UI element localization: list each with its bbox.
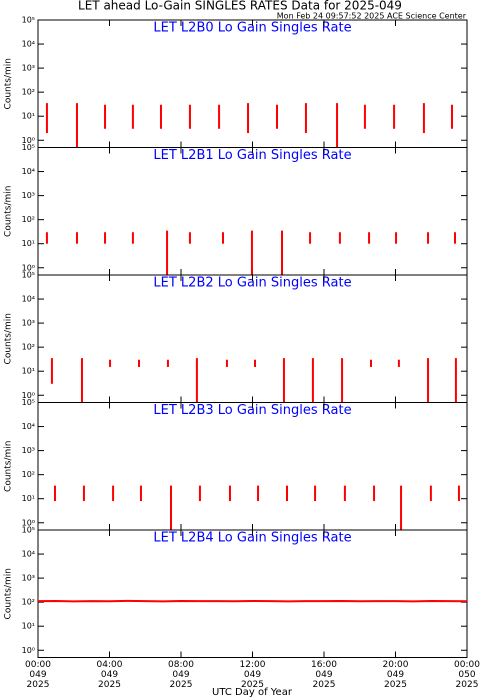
y-tick-label: 10⁰ xyxy=(22,518,35,527)
page-title: LET ahead Lo-Gain SINGLES RATES Data for… xyxy=(78,0,402,13)
y-tick-label: 10² xyxy=(22,215,35,224)
y-tick-label: 10⁴ xyxy=(22,40,35,49)
y-tick-label: 10⁵ xyxy=(22,271,35,280)
panel-title: LET L2B2 Lo Gain Singles Rate xyxy=(153,276,351,291)
y-tick-label: 10³ xyxy=(22,446,35,455)
x-tick-label: 00:00 xyxy=(454,660,480,670)
x-tick-label: 08:00 xyxy=(168,660,194,670)
y-tick-label: 10¹ xyxy=(22,622,35,631)
y-tick-label: 10¹ xyxy=(22,112,35,121)
y-tick-label: 10⁰ xyxy=(22,391,35,400)
y-tick-label: 10¹ xyxy=(22,239,35,248)
y-tick-label: 10⁵ xyxy=(22,16,35,25)
y-tick-label: 10³ xyxy=(22,319,35,328)
y-axis-label: Counts/min xyxy=(4,313,14,364)
x-tick-year: 2025 xyxy=(313,680,336,690)
page-subtitle: Mon Feb 24 09:57:52 2025 ACE Science Cen… xyxy=(277,12,467,21)
y-tick-label: 10³ xyxy=(22,574,35,583)
x-tick-label: 04:00 xyxy=(97,660,123,670)
x-tick-label: 16:00 xyxy=(311,660,337,670)
y-tick-label: 10² xyxy=(22,88,35,97)
x-tick-year: 2025 xyxy=(241,680,264,690)
y-tick-label: 10⁰ xyxy=(22,646,35,655)
x-tick-year: 2025 xyxy=(170,680,193,690)
x-tick-day: 049 xyxy=(244,670,261,680)
y-tick-label: 10¹ xyxy=(22,367,35,376)
y-tick-label: 10³ xyxy=(22,64,35,73)
x-tick-day: 049 xyxy=(101,670,118,680)
panel-title: LET L2B1 Lo Gain Singles Rate xyxy=(153,148,351,163)
x-tick-year: 2025 xyxy=(27,680,50,690)
plot-frame xyxy=(37,529,468,658)
plot-frame xyxy=(37,19,468,148)
y-tick-label: 10⁴ xyxy=(22,422,35,431)
y-tick-label: 10⁴ xyxy=(22,550,35,559)
y-axis-label: Counts/min xyxy=(4,568,14,619)
y-tick-label: 10⁰ xyxy=(22,263,35,272)
y-tick-label: 10⁵ xyxy=(22,143,35,152)
x-tick-day: 049 xyxy=(29,670,46,680)
y-tick-label: 10³ xyxy=(22,191,35,200)
y-axis-label: Counts/min xyxy=(4,186,14,237)
y-tick-label: 10⁴ xyxy=(22,167,35,176)
x-tick-label: 12:00 xyxy=(240,660,266,670)
x-tick-year: 2025 xyxy=(384,680,407,690)
y-tick-label: 10² xyxy=(22,343,35,352)
y-tick-label: 10² xyxy=(22,598,35,607)
x-tick-day: 049 xyxy=(387,670,404,680)
plot-frame xyxy=(37,402,468,531)
y-axis-label: Counts/min xyxy=(4,58,14,109)
x-tick-day: 049 xyxy=(315,670,332,680)
panel-title: LET L2B0 Lo Gain Singles Rate xyxy=(153,21,351,36)
y-tick-label: 10² xyxy=(22,470,35,479)
y-tick-label: 10⁴ xyxy=(22,295,35,304)
y-tick-label: 10⁰ xyxy=(22,136,35,145)
panel-title: LET L2B3 Lo Gain Singles Rate xyxy=(153,403,351,418)
y-tick-label: 10⁵ xyxy=(22,526,35,535)
x-tick-day: 049 xyxy=(172,670,189,680)
plot-frame xyxy=(37,274,468,403)
x-axis-label: UTC Day of Year xyxy=(212,687,293,698)
x-tick-year: 2025 xyxy=(456,680,479,690)
y-tick-label: 10⁵ xyxy=(22,398,35,407)
x-tick-day: 050 xyxy=(458,670,475,680)
y-axis-label: Counts/min xyxy=(4,441,14,492)
x-tick-label: 00:00 xyxy=(25,660,51,670)
x-tick-year: 2025 xyxy=(98,680,121,690)
x-tick-label: 20:00 xyxy=(383,660,409,670)
y-tick-label: 10¹ xyxy=(22,494,35,503)
panel-title: LET L2B4 Lo Gain Singles Rate xyxy=(153,531,351,546)
